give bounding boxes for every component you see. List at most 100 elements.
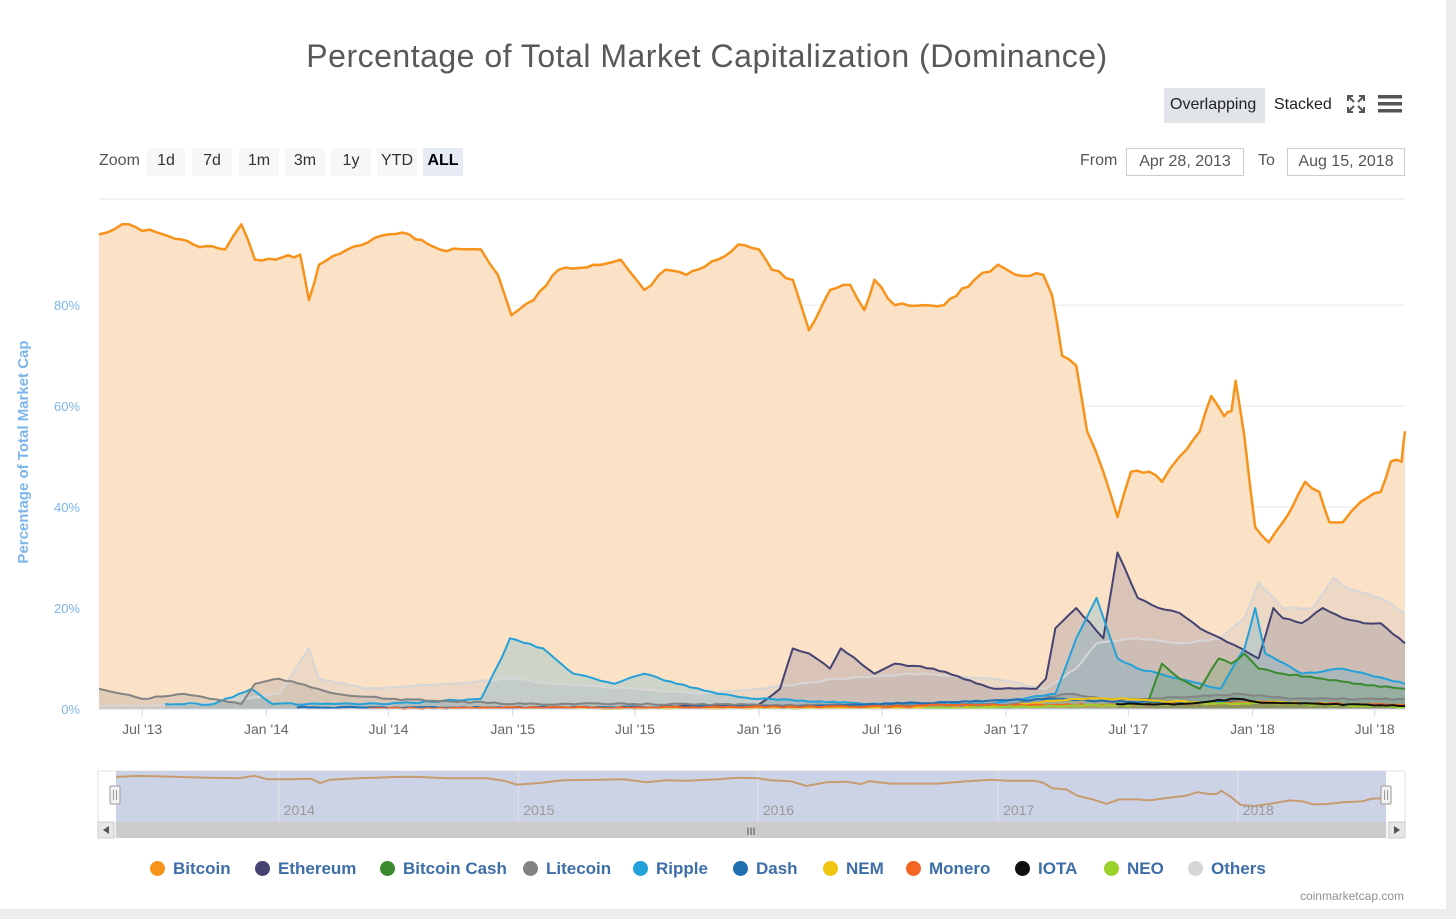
y-tick-label: 60% (54, 399, 80, 414)
navigator-left-handle[interactable] (109, 785, 121, 805)
legend-item-monero[interactable]: Monero (906, 858, 990, 880)
zoom-1y-button[interactable]: 1y (331, 148, 371, 176)
navigator-year-label: 2017 (1003, 802, 1034, 818)
from-date-input[interactable]: Apr 28, 2013 (1126, 148, 1244, 176)
bitcoin-cash-line (1148, 652, 1406, 700)
x-tick-label: Jul '13 (122, 721, 162, 737)
legend-item-litecoin[interactable]: Litecoin (523, 858, 611, 880)
x-axis-ticks: Jul '13 Jan '14 Jul '14 Jan '15 Jul '15 Jan '… (99, 708, 1405, 737)
chevron-left-icon (103, 826, 109, 834)
y-axis-ticks: 0% 20% 40% 60% 80% (54, 298, 80, 717)
x-tick-label: Jul '17 (1108, 721, 1148, 737)
legend-marker-icon (1188, 861, 1203, 876)
scrollbar-grip: III (746, 826, 755, 838)
ripple-area (165, 597, 1406, 709)
legend-marker-icon (1104, 861, 1119, 876)
legend-item-dash[interactable]: Dash (733, 858, 798, 880)
legend-item-neo[interactable]: NEO (1104, 858, 1164, 880)
nem-area (573, 698, 1405, 709)
legend-label: NEM (846, 859, 884, 878)
zoom-label: Zoom (99, 152, 140, 169)
main-chart: 0% 20% 40% 60% 80% Jul '13 Jan '14 Jul '14 Jan … (15, 198, 1407, 737)
y-tick-label: 0% (61, 702, 80, 717)
legend-label: Bitcoin (173, 859, 231, 878)
legend-marker-icon (633, 861, 648, 876)
ripple-line (165, 596, 1406, 706)
chart-title: Percentage of Total Market Capitalizatio… (306, 38, 1108, 74)
y-tick-label: 80% (54, 298, 80, 313)
legend-label: Others (1211, 859, 1266, 878)
x-tick-label: Jan '18 (1230, 721, 1275, 737)
x-tick-label: Jan '17 (984, 721, 1029, 737)
overlapping-button[interactable]: Overlapping (1164, 88, 1265, 123)
from-label: From (1080, 152, 1118, 169)
legend-marker-icon (1015, 861, 1030, 876)
legend-label: Bitcoin Cash (403, 859, 507, 878)
ethereum-area (659, 552, 1405, 709)
legend: Bitcoin Ethereum Bitcoin Cash Litecoin Rippl… (0, 858, 1414, 882)
others-area (99, 577, 1405, 709)
navigator-year-label: 2015 (523, 802, 554, 818)
others-line (98, 576, 1406, 708)
legend-marker-icon (255, 861, 270, 876)
navigator[interactable]: III 2014 2015 2016 2017 2018 (0, 760, 1446, 850)
zoom-1d-button[interactable]: 1d (147, 148, 185, 176)
litecoin-line (98, 677, 1406, 707)
navigator-year-label: 2016 (763, 802, 794, 818)
y-tick-label: 20% (54, 601, 80, 616)
legend-label: Litecoin (546, 859, 612, 878)
legend-marker-icon (523, 861, 538, 876)
navigator-year-label: 2014 (284, 802, 315, 818)
legend-marker-icon (823, 861, 838, 876)
zoom-1m-button[interactable]: 1m (239, 148, 279, 176)
zoom-7d-button[interactable]: 7d (192, 148, 232, 176)
legend-label: Ripple (656, 859, 708, 878)
bitcoin-area (99, 224, 1405, 710)
legend-item-others[interactable]: Others (1188, 858, 1266, 880)
legend-item-ripple[interactable]: Ripple (633, 858, 708, 880)
legend-marker-icon (906, 861, 921, 876)
legend-label: Monero (929, 859, 991, 878)
x-tick-label: Jul '16 (862, 721, 902, 737)
to-label: To (1258, 152, 1275, 169)
monero-line (368, 701, 1406, 710)
zoom-3m-button[interactable]: 3m (285, 148, 325, 176)
x-tick-label: Jul '18 (1355, 721, 1395, 737)
legend-label: Dash (756, 859, 798, 878)
y-tick-label: 40% (54, 500, 80, 515)
navigator-year-label: 2018 (1243, 802, 1274, 818)
x-tick-label: Jan '14 (244, 721, 289, 737)
legend-item-nem[interactable]: NEM (823, 858, 884, 880)
to-date-input[interactable]: Aug 15, 2018 (1287, 148, 1405, 176)
legend-label: Ethereum (278, 859, 357, 878)
legend-label: NEO (1127, 859, 1164, 878)
navigator-bitcoin-line (115, 774, 1387, 808)
fullscreen-icon[interactable] (1345, 93, 1367, 115)
ethereum-line (659, 551, 1406, 708)
legend-item-bitcoin[interactable]: Bitcoin (150, 858, 231, 880)
x-tick-label: Jan '15 (490, 721, 535, 737)
y-axis-title: Percentage of Total Market Cap (15, 340, 32, 563)
hamburger-menu-icon[interactable] (1377, 92, 1403, 116)
iota-line (1116, 697, 1405, 707)
stacked-button[interactable]: Stacked (1274, 96, 1332, 113)
series-lines (98, 223, 1407, 710)
legend-item-bitcoin-cash[interactable]: Bitcoin Cash (380, 858, 507, 880)
legend-marker-icon (380, 861, 395, 876)
chevron-right-icon (1394, 826, 1400, 834)
x-tick-label: Jan '16 (737, 721, 782, 737)
x-tick-label: Jul '15 (615, 721, 655, 737)
navigator-right-handle[interactable] (1380, 785, 1392, 805)
legend-label: IOTA (1038, 859, 1078, 878)
x-tick-label: Jul '14 (369, 721, 409, 737)
zoom-ytd-button[interactable]: YTD (377, 148, 417, 176)
monero-area (368, 702, 1405, 709)
legend-marker-icon (733, 861, 748, 876)
zoom-all-button[interactable]: ALL (423, 148, 463, 176)
credits-link[interactable]: coinmarketcap.com (1299, 889, 1404, 903)
bitcoin-line (98, 223, 1407, 544)
legend-item-iota[interactable]: IOTA (1015, 858, 1077, 880)
legend-item-ethereum[interactable]: Ethereum (255, 858, 356, 880)
scrollbar-thumb[interactable] (116, 822, 1386, 838)
